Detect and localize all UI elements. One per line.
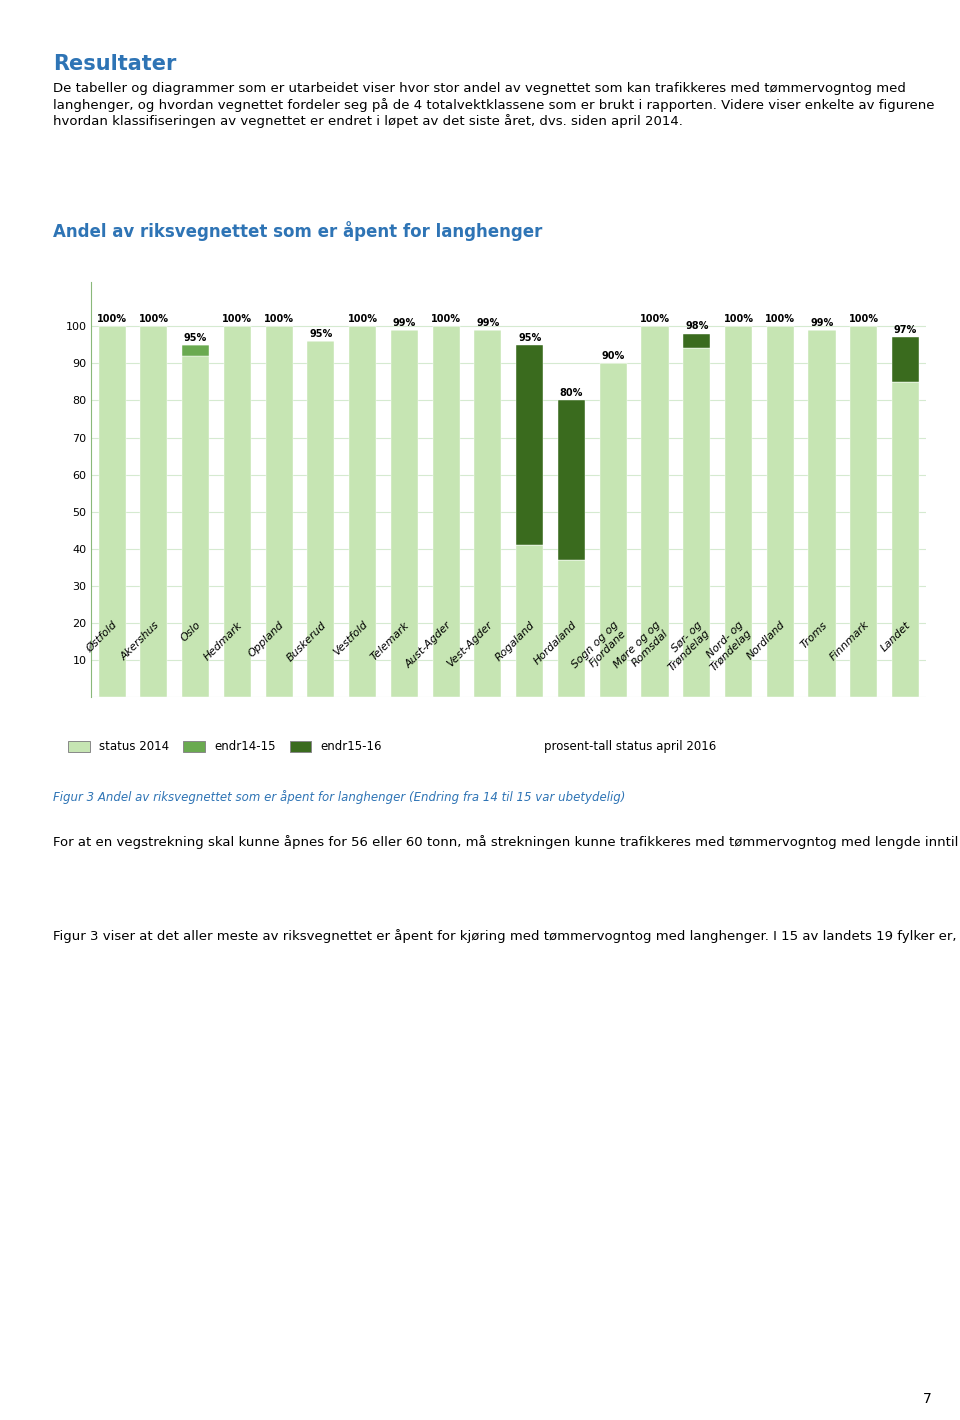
Text: Telemark: Telemark <box>370 619 412 662</box>
Bar <box>892 382 919 697</box>
Bar <box>558 559 585 697</box>
Text: 100%: 100% <box>139 314 169 324</box>
Text: Rogaland: Rogaland <box>493 619 537 663</box>
Text: 100%: 100% <box>97 314 127 324</box>
Bar <box>600 364 627 697</box>
Text: Figur 3 viser at det aller meste av riksvegnettet er åpent for kjøring med tømme: Figur 3 viser at det aller meste av riks… <box>53 929 960 943</box>
Text: De tabeller og diagrammer som er utarbeidet viser hvor stor andel av vegnettet s: De tabeller og diagrammer som er utarbei… <box>53 82 934 128</box>
Text: 7: 7 <box>923 1392 931 1406</box>
Text: 100%: 100% <box>724 314 754 324</box>
Text: Østfold: Østfold <box>84 619 119 655</box>
Text: Resultater: Resultater <box>53 54 177 74</box>
Text: Figur 3 Andel av riksvegnettet som er åpent for langhenger (Endring fra 14 til 1: Figur 3 Andel av riksvegnettet som er åp… <box>53 790 625 804</box>
Bar <box>641 327 668 697</box>
Text: 100%: 100% <box>431 314 461 324</box>
Bar <box>474 329 501 697</box>
Text: Andel av riksvegnettet som er åpent for langhenger: Andel av riksvegnettet som er åpent for … <box>53 222 542 241</box>
Text: Aust-Agder: Aust-Agder <box>403 619 453 670</box>
Bar <box>99 327 126 697</box>
Bar <box>140 327 167 697</box>
Text: 99%: 99% <box>393 318 416 328</box>
Text: Troms: Troms <box>799 619 829 650</box>
Text: 95%: 95% <box>309 329 332 339</box>
Text: Møre og og
Romsdal: Møre og og Romsdal <box>612 619 670 679</box>
Bar <box>391 329 418 697</box>
Bar <box>892 338 919 382</box>
Bar <box>266 327 293 697</box>
Bar <box>516 545 543 697</box>
Bar <box>767 327 794 697</box>
Text: Akershus: Akershus <box>118 619 161 662</box>
Text: 100%: 100% <box>264 314 294 324</box>
Text: Oslo: Oslo <box>179 619 203 643</box>
Text: For at en vegstrekning skal kunne åpnes for 56 eller 60 tonn, må strekningen kun: For at en vegstrekning skal kunne åpnes … <box>53 835 960 849</box>
Legend: status 2014, endr14-15, endr15-16: status 2014, endr14-15, endr15-16 <box>68 740 382 754</box>
Bar <box>725 327 752 697</box>
Text: 95%: 95% <box>184 332 207 342</box>
Text: Hordaland: Hordaland <box>532 619 579 666</box>
Bar <box>851 327 877 697</box>
Text: Vest-Agder: Vest-Agder <box>445 619 495 669</box>
Bar <box>808 329 835 697</box>
Text: 100%: 100% <box>348 314 377 324</box>
Text: Sør- og
Trøndelag: Sør- og Trøndelag <box>659 619 712 673</box>
Text: Oppland: Oppland <box>247 619 286 659</box>
Text: 80%: 80% <box>560 388 583 398</box>
Text: Landet: Landet <box>879 619 913 653</box>
Text: 99%: 99% <box>810 318 833 328</box>
Text: Finnmark: Finnmark <box>828 619 871 663</box>
Text: 100%: 100% <box>223 314 252 324</box>
Text: Nord- og
Trøndelag: Nord- og Trøndelag <box>701 619 754 673</box>
Text: 99%: 99% <box>476 318 499 328</box>
Bar <box>433 327 460 697</box>
Text: prosent-tall status april 2016: prosent-tall status april 2016 <box>543 740 716 754</box>
Bar <box>684 334 710 348</box>
Bar <box>224 327 251 697</box>
Bar <box>516 345 543 545</box>
Bar <box>684 348 710 697</box>
Text: Hedmark: Hedmark <box>203 619 245 662</box>
Text: 97%: 97% <box>894 325 917 335</box>
Text: 98%: 98% <box>685 321 708 331</box>
Bar <box>182 345 209 356</box>
Text: Buskerud: Buskerud <box>285 619 328 663</box>
Text: Sogn og og
Fjordane: Sogn og og Fjordane <box>570 619 629 679</box>
Text: 95%: 95% <box>518 332 541 342</box>
Text: 100%: 100% <box>765 314 795 324</box>
Bar <box>349 327 376 697</box>
Text: Vestfold: Vestfold <box>331 619 370 657</box>
Bar <box>182 356 209 697</box>
Text: 100%: 100% <box>849 314 878 324</box>
Bar <box>558 400 585 559</box>
Text: 100%: 100% <box>640 314 670 324</box>
Text: Nordland: Nordland <box>745 619 787 662</box>
Text: 90%: 90% <box>602 351 625 361</box>
Bar <box>307 341 334 697</box>
